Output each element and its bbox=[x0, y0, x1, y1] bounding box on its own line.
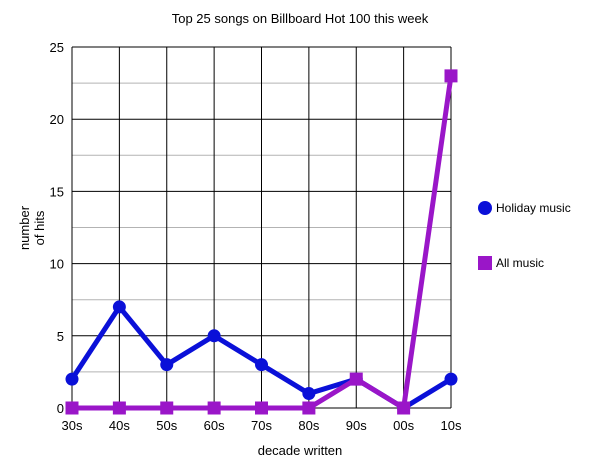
data-point-square bbox=[112, 401, 126, 415]
x-tick-label: 90s bbox=[346, 418, 367, 433]
legend-marker-square bbox=[478, 256, 492, 270]
data-point-circle bbox=[302, 387, 316, 401]
data-point-square bbox=[397, 401, 411, 415]
data-point-square bbox=[444, 69, 458, 83]
x-tick-label: 40s bbox=[109, 418, 130, 433]
grid bbox=[71, 46, 452, 409]
y-axis-label-line-2: of hits bbox=[32, 210, 47, 245]
y-tick-label: 0 bbox=[57, 401, 64, 416]
legend-label: All music bbox=[496, 256, 544, 270]
legend-marker-circle bbox=[478, 201, 492, 215]
y-tick-label: 10 bbox=[50, 257, 64, 272]
data-point-circle bbox=[207, 329, 221, 343]
y-axis-ticks: 0 5 10 15 20 25 bbox=[50, 40, 64, 416]
x-tick-label: 60s bbox=[204, 418, 225, 433]
data-point-square bbox=[349, 372, 363, 386]
data-point-square bbox=[207, 401, 221, 415]
data-point-square bbox=[160, 401, 174, 415]
data-point-circle bbox=[160, 358, 174, 372]
data-point-circle bbox=[444, 372, 458, 386]
y-tick-label: 5 bbox=[57, 329, 64, 344]
y-tick-label: 20 bbox=[50, 112, 64, 127]
data-point-circle bbox=[255, 358, 268, 372]
legend: Holiday music All music bbox=[478, 201, 571, 270]
x-axis-label: decade written bbox=[258, 443, 343, 458]
y-tick-label: 15 bbox=[50, 184, 64, 199]
data-point-square bbox=[255, 401, 268, 415]
x-tick-label: 00s bbox=[393, 418, 414, 433]
data-point-circle bbox=[65, 372, 79, 386]
x-tick-label: 50s bbox=[156, 418, 177, 433]
series-group bbox=[65, 69, 458, 415]
data-point-square bbox=[65, 401, 79, 415]
legend-label: Holiday music bbox=[496, 201, 571, 215]
x-tick-label: 30s bbox=[62, 418, 83, 433]
y-tick-label: 25 bbox=[50, 40, 64, 55]
x-tick-label: 80s bbox=[298, 418, 319, 433]
x-tick-label: 10s bbox=[441, 418, 462, 433]
chart-title: Top 25 songs on Billboard Hot 100 this w… bbox=[172, 11, 429, 26]
data-point-square bbox=[302, 401, 316, 415]
x-axis-ticks: 30s 40s 50s 60s 70s 80s 90s 00s 10s bbox=[62, 418, 462, 433]
y-axis-label-line-1: number bbox=[17, 205, 32, 250]
data-point-circle bbox=[112, 300, 126, 314]
x-tick-label: 70s bbox=[251, 418, 272, 433]
